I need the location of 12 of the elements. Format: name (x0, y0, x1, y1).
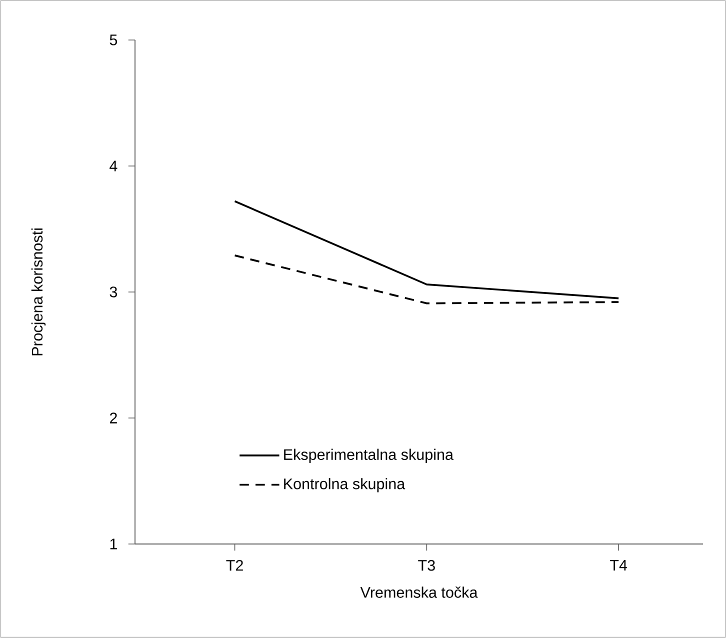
x-tick-label: T3 (418, 560, 435, 571)
x-tick-label: T4 (610, 560, 628, 570)
x-axis-title: Vremenska točka (360, 586, 478, 598)
y-tick-label: 4 (110, 160, 118, 172)
y-tick-label: 1 (110, 538, 117, 550)
legend-label: Eksperimentalna skupina (284, 448, 454, 463)
y-axis-title: Procjena korisnosti (31, 228, 46, 356)
legend-label: Kontrolna skupina (284, 478, 406, 492)
y-tick-label: 2 (110, 412, 117, 424)
x-tick-label: T2 (226, 560, 243, 571)
y-tick-label: 5 (110, 34, 118, 46)
y-tick-label: 3 (110, 286, 118, 298)
